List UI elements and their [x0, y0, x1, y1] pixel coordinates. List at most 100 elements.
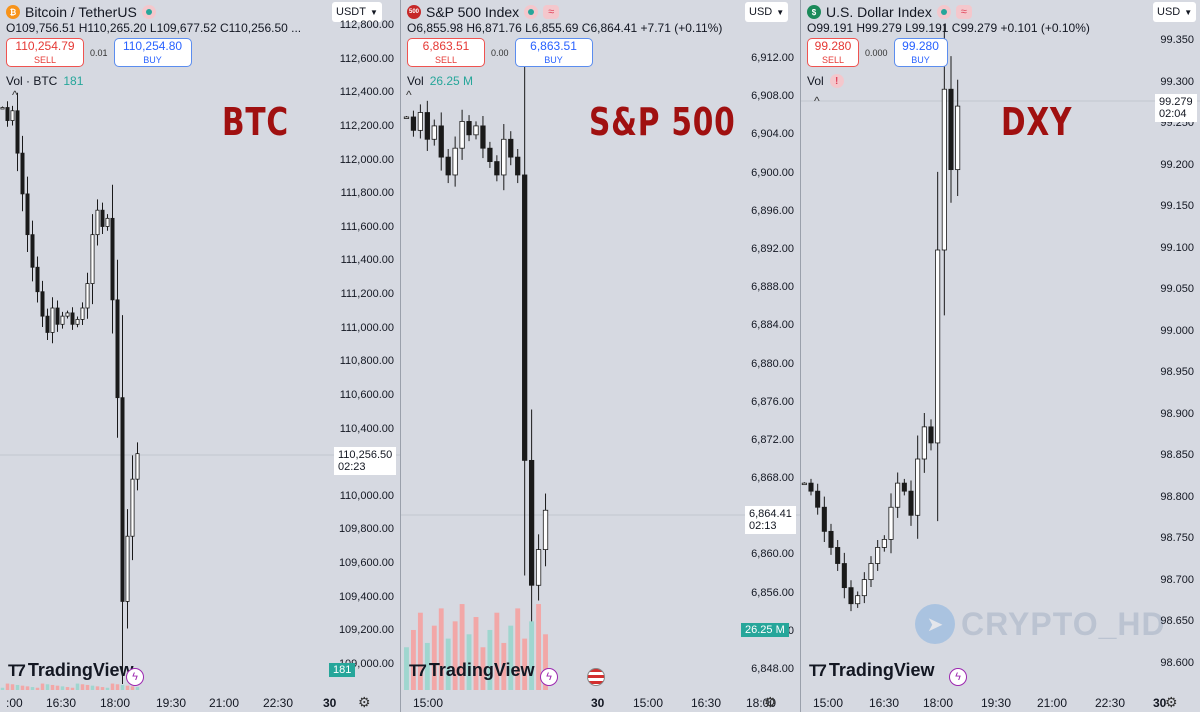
price-tick-label: 98.700	[1160, 573, 1194, 586]
spx-buy-button[interactable]: 6,863.51 BUY	[514, 38, 593, 67]
price-tick-label: 110,600.00	[339, 388, 394, 401]
btc-currency-value: USDT	[336, 6, 366, 18]
market-open-icon	[936, 5, 951, 19]
dxy-sell-button[interactable]: 99.280 SELL	[807, 38, 859, 67]
time-tick-label: 30	[591, 696, 605, 710]
candle-body	[85, 283, 90, 309]
volume-bar	[75, 683, 80, 690]
btc-volume-legend[interactable]: Vol · BTC 181	[6, 74, 83, 88]
candle-body	[868, 563, 874, 580]
price-tick-label: 6,856.00	[751, 586, 794, 599]
chevron-down-icon: ▼	[1184, 7, 1193, 17]
spx-collapse-chevron-icon[interactable]: ^	[406, 88, 412, 102]
dxy-settings-gear-icon[interactable]: ⚙	[1165, 694, 1178, 710]
btc-settings-gear-icon[interactable]: ⚙	[358, 694, 371, 710]
dxy-ohlc: O99.191 H99.279 L99.191 C99.279 +0.101 (…	[807, 21, 1090, 35]
spx-settings-gear-icon[interactable]: ⚙	[764, 694, 777, 710]
dxy-buy-price: 99.280	[902, 38, 939, 53]
volume-bar	[5, 683, 10, 690]
btc-chart[interactable]	[0, 0, 400, 712]
candle-body	[801, 482, 807, 486]
price-tick-label: 6,880.00	[751, 357, 794, 370]
btc-currency-select[interactable]: USDT ▼	[332, 2, 382, 22]
volume-bar	[501, 642, 507, 690]
dxy-buy-button[interactable]: 99.280 BUY	[893, 38, 948, 67]
time-tick-label: 22:30	[1095, 696, 1126, 710]
btc-title-row[interactable]: ₿ Bitcoin / TetherUS	[6, 4, 156, 20]
candle-body	[908, 490, 914, 516]
spx-title-row[interactable]: 500 S&P 500 Index ≈	[407, 4, 560, 20]
candle-body	[955, 105, 961, 171]
candle-body	[881, 539, 887, 548]
spx-lightning-icon[interactable]: ϟ	[540, 668, 558, 686]
price-tick-label: 110,000.00	[339, 489, 394, 502]
volume-bar	[10, 684, 15, 690]
price-tick-label: 111,200.00	[340, 288, 394, 301]
dxy-currency-select[interactable]: USD ▼	[1153, 2, 1197, 22]
dxy-last-price-tag: 99.279 02:04	[1155, 94, 1197, 122]
candle-body	[65, 312, 70, 317]
candle-body	[528, 459, 535, 586]
price-tick-label: 98.800	[1160, 490, 1194, 503]
volume-bar	[494, 612, 500, 690]
dxy-chart[interactable]	[801, 0, 1200, 712]
dxy-warning-icon[interactable]: !	[829, 74, 844, 88]
volume-bar	[515, 608, 521, 690]
volume-bar	[95, 686, 100, 690]
btc-volume-tag: 181	[329, 663, 356, 677]
spx-currency-select[interactable]: USD ▼	[745, 2, 789, 22]
spx-chart[interactable]	[401, 0, 800, 712]
price-tick-label: 109,800.00	[338, 523, 394, 536]
btc-collapse-chevron-icon[interactable]: ^	[12, 88, 18, 102]
btc-lightning-icon[interactable]: ϟ	[126, 668, 144, 686]
panel-divider[interactable]	[400, 0, 401, 712]
volume-bar	[125, 685, 130, 690]
dxy-trade-row: 99.280 SELL 0.000 99.280 BUY	[807, 38, 948, 67]
candle-body	[50, 307, 55, 333]
candle-body	[403, 116, 410, 119]
candle-body	[828, 530, 834, 548]
volume-bar	[417, 612, 423, 690]
dxy-lightning-icon[interactable]: ϟ	[949, 668, 967, 686]
volume-bar	[487, 629, 493, 690]
volume-bar	[70, 687, 75, 690]
candle-body	[522, 174, 528, 461]
dxy-volume-legend[interactable]: Vol !	[807, 74, 844, 88]
volume-bar	[40, 683, 45, 690]
price-tick-label: 109,400.00	[338, 590, 394, 603]
spx-volume-legend[interactable]: Vol 26.25 M	[407, 74, 473, 88]
dxy-tradingview-logo[interactable]: T7 TradingView	[809, 660, 935, 681]
price-tick-label: 112,800.00	[339, 19, 394, 31]
market-open-icon	[524, 5, 539, 19]
candle-body	[915, 458, 921, 516]
dxy-title-row[interactable]: $ U.S. Dollar Index ≈	[807, 4, 972, 20]
time-tick-label: 18:00	[746, 696, 777, 710]
spx-spread: 0.00	[491, 47, 509, 58]
price-tick-label: 6,860.00	[751, 548, 794, 561]
dxy-sell-label: SELL	[821, 54, 845, 65]
btc-tradingview-logo[interactable]: T7 TradingView	[8, 660, 134, 681]
btc-sell-button[interactable]: 110,254.79 SELL	[6, 38, 84, 67]
price-tick-label: 6,904.00	[751, 128, 794, 141]
candle-body	[5, 107, 10, 121]
btc-vol-label: Vol · BTC	[6, 74, 58, 88]
panel-divider[interactable]	[800, 0, 801, 712]
btc-buy-button[interactable]: 110,254.80 BUY	[113, 38, 192, 67]
spx-tradingview-logo[interactable]: T7 TradingView	[409, 660, 535, 681]
candle-body	[410, 116, 417, 131]
time-tick-label: 22:30	[263, 696, 294, 710]
spx-sell-button[interactable]: 6,863.51 SELL	[407, 38, 485, 67]
candle-body	[115, 299, 120, 399]
us-flag-icon[interactable]	[587, 668, 605, 686]
candle-body	[55, 307, 60, 325]
btc-buy-price: 110,254.80	[122, 38, 183, 53]
time-tick-label: 19:30	[981, 696, 1012, 710]
volume-bar	[25, 686, 30, 690]
dxy-buy-label: BUY	[911, 54, 930, 65]
price-tick-label: 111,800.00	[340, 187, 394, 200]
candle-body	[861, 579, 867, 597]
candle-body	[921, 426, 927, 460]
candle-body	[941, 88, 947, 251]
price-tick-label: 6,848.00	[751, 663, 794, 675]
dxy-collapse-chevron-icon[interactable]: ^	[814, 94, 820, 108]
